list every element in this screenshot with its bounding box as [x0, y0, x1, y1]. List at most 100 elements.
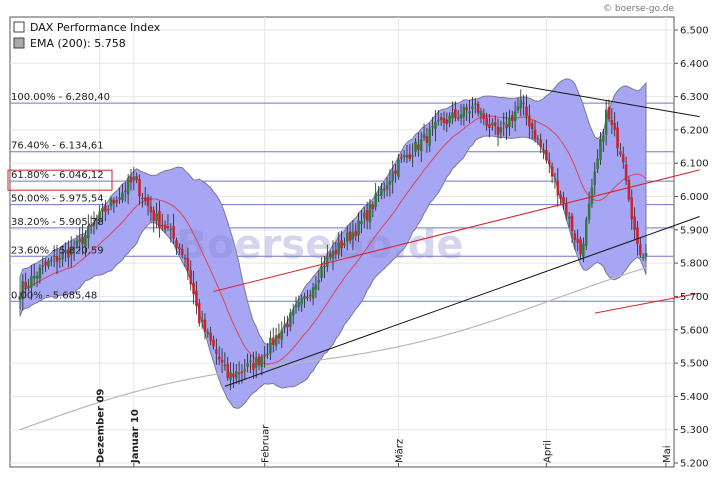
candle	[308, 289, 312, 302]
candle	[542, 143, 545, 160]
candle-body	[249, 360, 252, 362]
candle-body	[624, 164, 628, 181]
candle	[326, 244, 329, 272]
candle	[468, 99, 471, 124]
candle-body	[567, 216, 571, 219]
candle-body	[610, 120, 614, 125]
fib-label: 76.40% - 6.134,61	[11, 141, 104, 152]
candle	[280, 321, 284, 349]
candle	[277, 323, 281, 344]
candle-body	[61, 251, 64, 260]
candle	[203, 313, 207, 340]
candle-body	[30, 275, 33, 288]
candle-body	[405, 155, 409, 158]
candle	[115, 196, 118, 208]
candle	[61, 245, 64, 267]
candle-body	[425, 136, 429, 143]
candle-body	[459, 114, 463, 119]
candle-body	[189, 269, 192, 285]
candle-body	[118, 197, 121, 200]
candle	[289, 308, 292, 332]
candle-body	[422, 133, 426, 139]
candle	[81, 224, 84, 255]
candle-body	[180, 248, 184, 256]
candle	[559, 190, 562, 206]
candle-body	[334, 249, 338, 255]
candle-body	[451, 112, 454, 119]
candle-body	[314, 284, 318, 290]
candle-body	[41, 264, 45, 267]
candle	[149, 195, 153, 222]
candle-body	[516, 106, 520, 111]
candle-body	[411, 154, 414, 157]
candle-body	[274, 335, 278, 346]
candle	[422, 123, 426, 141]
candle-body	[155, 213, 158, 221]
candle	[556, 168, 560, 207]
y-tick-label: 5.600	[680, 325, 709, 336]
candle-body	[536, 138, 540, 140]
candle	[331, 240, 335, 271]
candle	[18, 291, 22, 310]
candle-body	[476, 103, 480, 113]
candle-body	[106, 208, 110, 211]
candle-body	[431, 126, 434, 128]
candle	[579, 236, 582, 260]
candle-body	[419, 139, 423, 152]
candle	[311, 282, 315, 306]
candle-body	[570, 215, 574, 232]
candle	[451, 101, 454, 125]
candle-body	[220, 359, 224, 363]
x-month-label: April	[542, 440, 553, 463]
candle-body	[47, 260, 50, 267]
candle-body	[454, 109, 457, 118]
candle	[67, 240, 70, 268]
candle	[158, 200, 161, 238]
candle	[155, 202, 158, 228]
candle	[30, 265, 33, 300]
candle	[371, 201, 375, 218]
y-tick-label: 5.300	[680, 425, 709, 436]
candle-body	[44, 261, 47, 266]
candle-body	[135, 176, 138, 181]
candle-body	[607, 107, 611, 120]
candle	[146, 194, 150, 216]
candle-body	[64, 250, 67, 253]
candle	[437, 109, 440, 126]
candle	[246, 353, 249, 373]
y-tick-label: 5.400	[680, 392, 709, 403]
candle-body	[377, 194, 380, 196]
candle	[78, 227, 82, 252]
candle	[348, 222, 352, 244]
candle-body	[539, 139, 542, 147]
candle-body	[243, 369, 247, 372]
candle-body	[232, 373, 235, 378]
candle	[237, 361, 241, 385]
candle	[565, 197, 568, 221]
fib-label: 0.00% - 5.685,48	[11, 290, 97, 301]
candle-body	[308, 295, 312, 297]
candle	[351, 220, 355, 251]
candle	[488, 114, 491, 138]
candle	[212, 335, 215, 350]
candle	[24, 272, 27, 298]
candle-body	[186, 258, 190, 271]
candle	[414, 138, 417, 157]
candle-body	[573, 233, 577, 241]
candle	[260, 354, 264, 376]
watermark: BoerseGo.de	[176, 222, 463, 268]
candle-body	[499, 127, 503, 133]
candle	[209, 326, 212, 346]
candle-body	[104, 205, 107, 212]
candle	[38, 264, 42, 284]
candle-body	[365, 209, 369, 221]
candle	[602, 128, 605, 153]
candle	[328, 250, 332, 261]
candle	[439, 113, 443, 126]
candle	[223, 352, 227, 371]
candle-body	[27, 285, 30, 289]
x-month-label: Dezember 09	[96, 389, 107, 463]
candle	[166, 214, 170, 231]
candle	[528, 104, 531, 138]
candle	[576, 229, 579, 252]
